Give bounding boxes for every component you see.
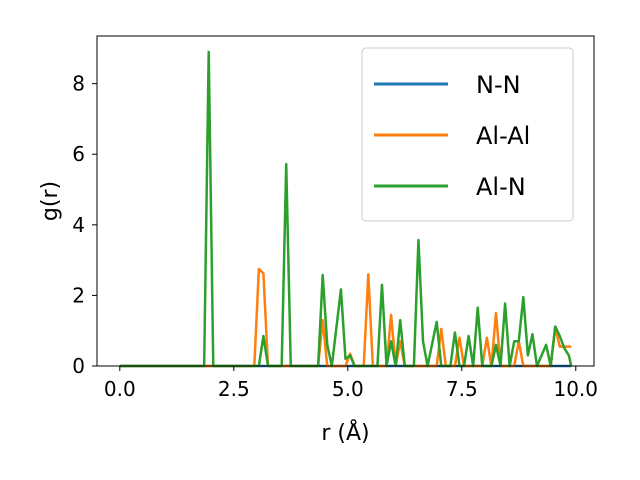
x-axis-label: r (Å) (321, 419, 369, 446)
x-tick-label: 0.0 (104, 377, 136, 401)
y-axis-label: g(r) (38, 181, 63, 221)
legend-label-n-n: N-N (476, 71, 521, 99)
plot-area-frame (96, 35, 595, 367)
legend-box (361, 47, 574, 222)
y-tick-label: 8 (72, 72, 85, 96)
y-tick-label: 2 (72, 283, 85, 307)
x-tick-label: 5.0 (332, 377, 364, 401)
y-tick-label: 4 (72, 213, 85, 237)
x-axis-ticks: 0.0 2.5 5.0 7.5 10.0 (104, 366, 598, 401)
x-tick-label: 7.5 (446, 377, 478, 401)
x-tick-label: 10.0 (553, 377, 598, 401)
y-axis-ticks: 0 2 4 6 8 (72, 72, 97, 378)
y-tick-label: 0 (72, 354, 85, 378)
legend-label-al-n: Al-N (476, 173, 526, 201)
y-tick-label: 6 (72, 142, 85, 166)
legend: N-N Al-Al Al-N (361, 47, 574, 222)
legend-label-al-al: Al-Al (476, 122, 530, 150)
x-tick-label: 2.5 (218, 377, 250, 401)
